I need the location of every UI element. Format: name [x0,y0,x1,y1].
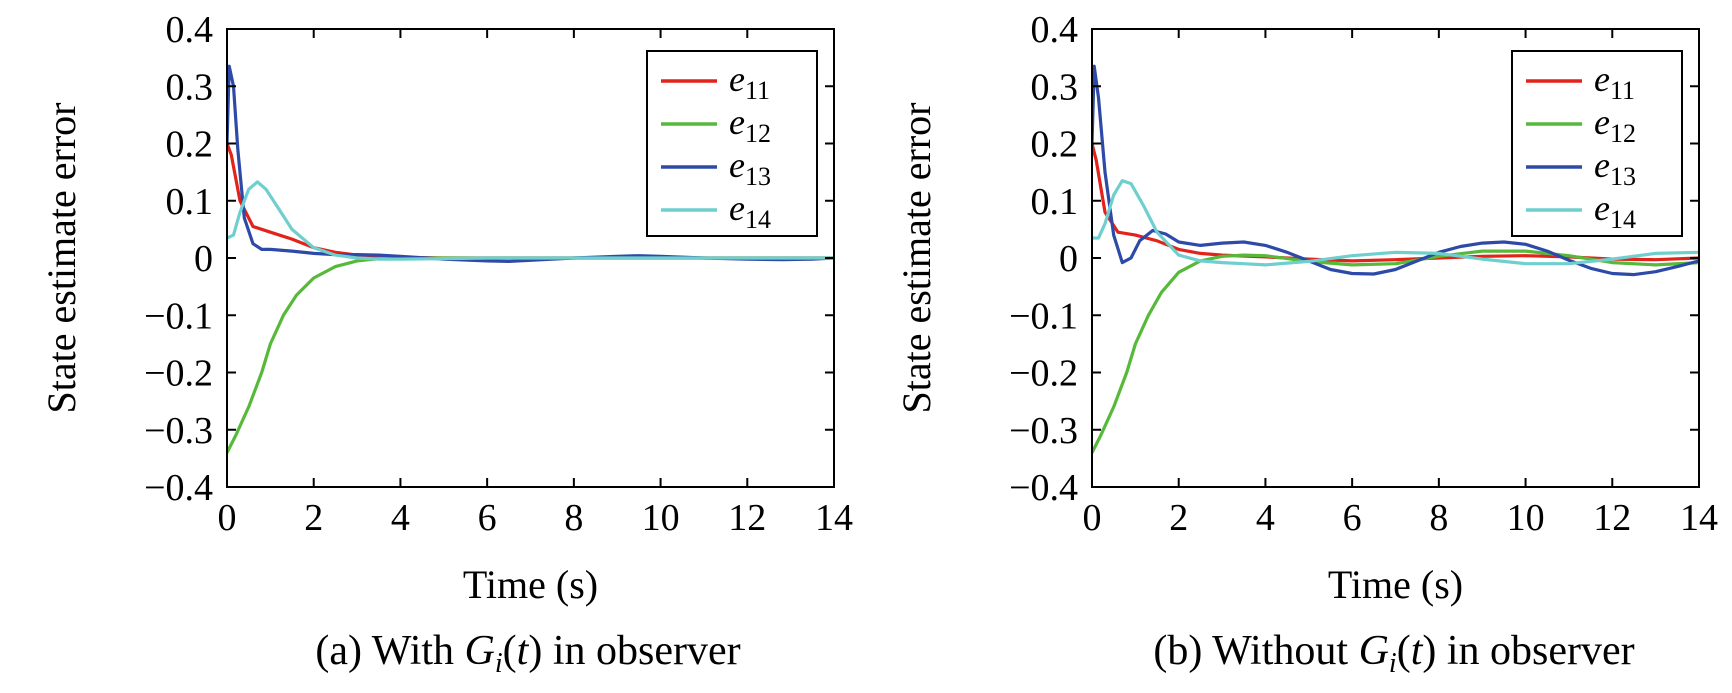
y-tick-label: 0.4 [1031,9,1079,51]
y-tick-label: −0.3 [144,410,213,452]
series-line-e14 [1092,179,1699,267]
text-part: e [729,59,745,99]
series-group [227,64,834,455]
y-tick-label: −0.3 [1009,410,1078,452]
series-line-e12 [1092,249,1699,455]
x-tick-label: 12 [728,497,766,539]
y-tick-label: 0.3 [166,66,214,108]
text-part: 12 [1610,119,1636,148]
text-part: 13 [745,162,771,191]
legend-label-e13: e13 [729,145,771,191]
text-part: 14 [1610,205,1636,234]
x-tick-label: 8 [1429,497,1448,539]
x-tick-label: 14 [815,497,853,539]
text-part: ( [503,628,517,674]
text-part: 14 [745,205,771,234]
legend-label-e13: e13 [1594,145,1636,191]
legend-label-e12: e12 [1594,102,1636,148]
text-part: e [1594,59,1610,99]
text-part: G [1359,628,1389,674]
text-part: e [1594,188,1610,228]
y-tick-label: 0.2 [1031,124,1079,166]
text-part: G [465,628,495,674]
x-axis-label: Time (s) [1328,562,1463,607]
y-tick-label: 0 [1059,238,1078,280]
text-part: ) in observer [528,628,740,674]
y-tick-label: 0.4 [166,9,214,51]
x-tick-label: 0 [218,497,237,539]
text-part: i [1389,648,1397,679]
y-tick-label: 0.1 [1031,181,1079,223]
x-tick-label: 2 [1169,497,1188,539]
text-part: e [1594,145,1610,185]
legend-label-e14: e14 [729,188,771,234]
x-tick-label: 4 [1256,497,1275,539]
y-tick-label: 0.1 [166,181,214,223]
text-part: ( [1397,628,1411,674]
text-part: e [729,145,745,185]
y-tick-label: −0.1 [144,295,213,337]
chart-panel-b: 0 2 4 6 8 10 12 14 0.4 0.3 0.2 0.1 0 −0.1 −0.2 −0.3 −0.4… [894,9,1718,679]
text-part: (a) With [315,628,464,674]
y-tick-label: −0.1 [1009,295,1078,337]
text-part: t [517,628,530,674]
y-tick-label: −0.2 [1009,353,1078,395]
chart-panel-a: 0 2 4 6 8 10 12 14 0.4 0.3 0.2 0.1 0 −0.1 −0.2 −0.3 −0.4… [39,9,853,679]
text-part: 11 [745,76,770,105]
y-tick-label: −0.4 [1009,467,1078,509]
text-part: 11 [1610,76,1635,105]
legend-label-e12: e12 [729,102,771,148]
x-tick-label: 8 [564,497,583,539]
x-tick-label: 12 [1593,497,1631,539]
x-tick-label: 4 [391,497,410,539]
x-tick-label: 0 [1083,497,1102,539]
legend-label-e14: e14 [1594,188,1636,234]
text-part: ) in observer [1422,628,1634,674]
text-part: i [495,648,503,679]
x-tick-label: 2 [304,497,323,539]
text-part: 13 [1610,162,1636,191]
text-part: (b) Without [1153,628,1358,674]
legend-label-e11: e11 [729,59,770,105]
y-tick-label: 0 [194,238,213,280]
text-part: e [729,188,745,228]
text-part: e [729,102,745,142]
panel-caption: (b) Without Gi(t) in observer [1153,628,1634,679]
y-tick-label: 0.3 [1031,66,1079,108]
x-tick-label: 14 [1680,497,1718,539]
x-tick-label: 6 [478,497,497,539]
y-tick-label: −0.2 [144,353,213,395]
y-axis-label: State estimate error [894,103,939,414]
x-tick-label: 6 [1343,497,1362,539]
y-axis-label: State estimate error [39,103,84,414]
text-part: e [1594,102,1610,142]
panel-caption: (a) With Gi(t) in observer [315,628,740,679]
text-part: 12 [745,119,771,148]
series-line-e14 [227,180,834,261]
text-part: t [1411,628,1424,674]
legend-label-e11: e11 [1594,59,1635,105]
x-tick-label: 10 [1507,497,1545,539]
y-tick-label: 0.2 [166,124,214,166]
x-axis-label: Time (s) [463,562,598,607]
x-tick-label: 10 [642,497,680,539]
series-line-e12 [227,256,834,455]
series-group [1092,64,1699,455]
y-tick-label: −0.4 [144,467,213,509]
